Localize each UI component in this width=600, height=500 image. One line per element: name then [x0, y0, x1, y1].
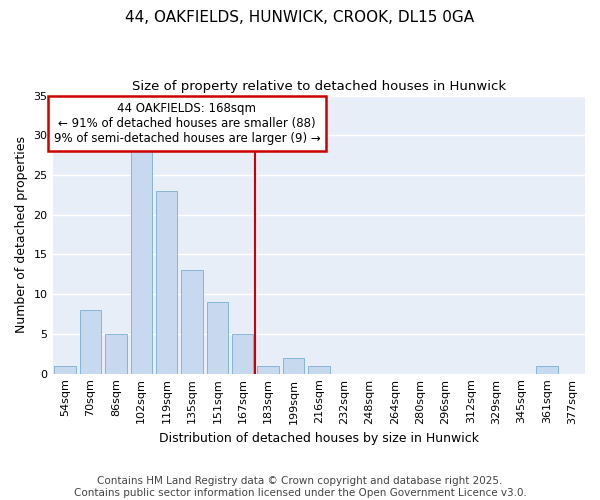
Bar [206, 302, 228, 374]
Bar [80, 310, 101, 374]
Bar [283, 358, 304, 374]
X-axis label: Distribution of detached houses by size in Hunwick: Distribution of detached houses by size … [159, 432, 479, 445]
Bar [156, 191, 178, 374]
Bar [232, 334, 253, 374]
Title: Size of property relative to detached houses in Hunwick: Size of property relative to detached ho… [132, 80, 506, 93]
Text: 44 OAKFIELDS: 168sqm
← 91% of detached houses are smaller (88)
9% of semi-detach: 44 OAKFIELDS: 168sqm ← 91% of detached h… [53, 102, 320, 145]
Bar [55, 366, 76, 374]
Text: 44, OAKFIELDS, HUNWICK, CROOK, DL15 0GA: 44, OAKFIELDS, HUNWICK, CROOK, DL15 0GA [125, 10, 475, 25]
Bar [181, 270, 203, 374]
Bar [536, 366, 558, 374]
Bar [308, 366, 329, 374]
Text: Contains HM Land Registry data © Crown copyright and database right 2025.
Contai: Contains HM Land Registry data © Crown c… [74, 476, 526, 498]
Bar [131, 143, 152, 374]
Y-axis label: Number of detached properties: Number of detached properties [15, 136, 28, 333]
Bar [257, 366, 279, 374]
Bar [105, 334, 127, 374]
